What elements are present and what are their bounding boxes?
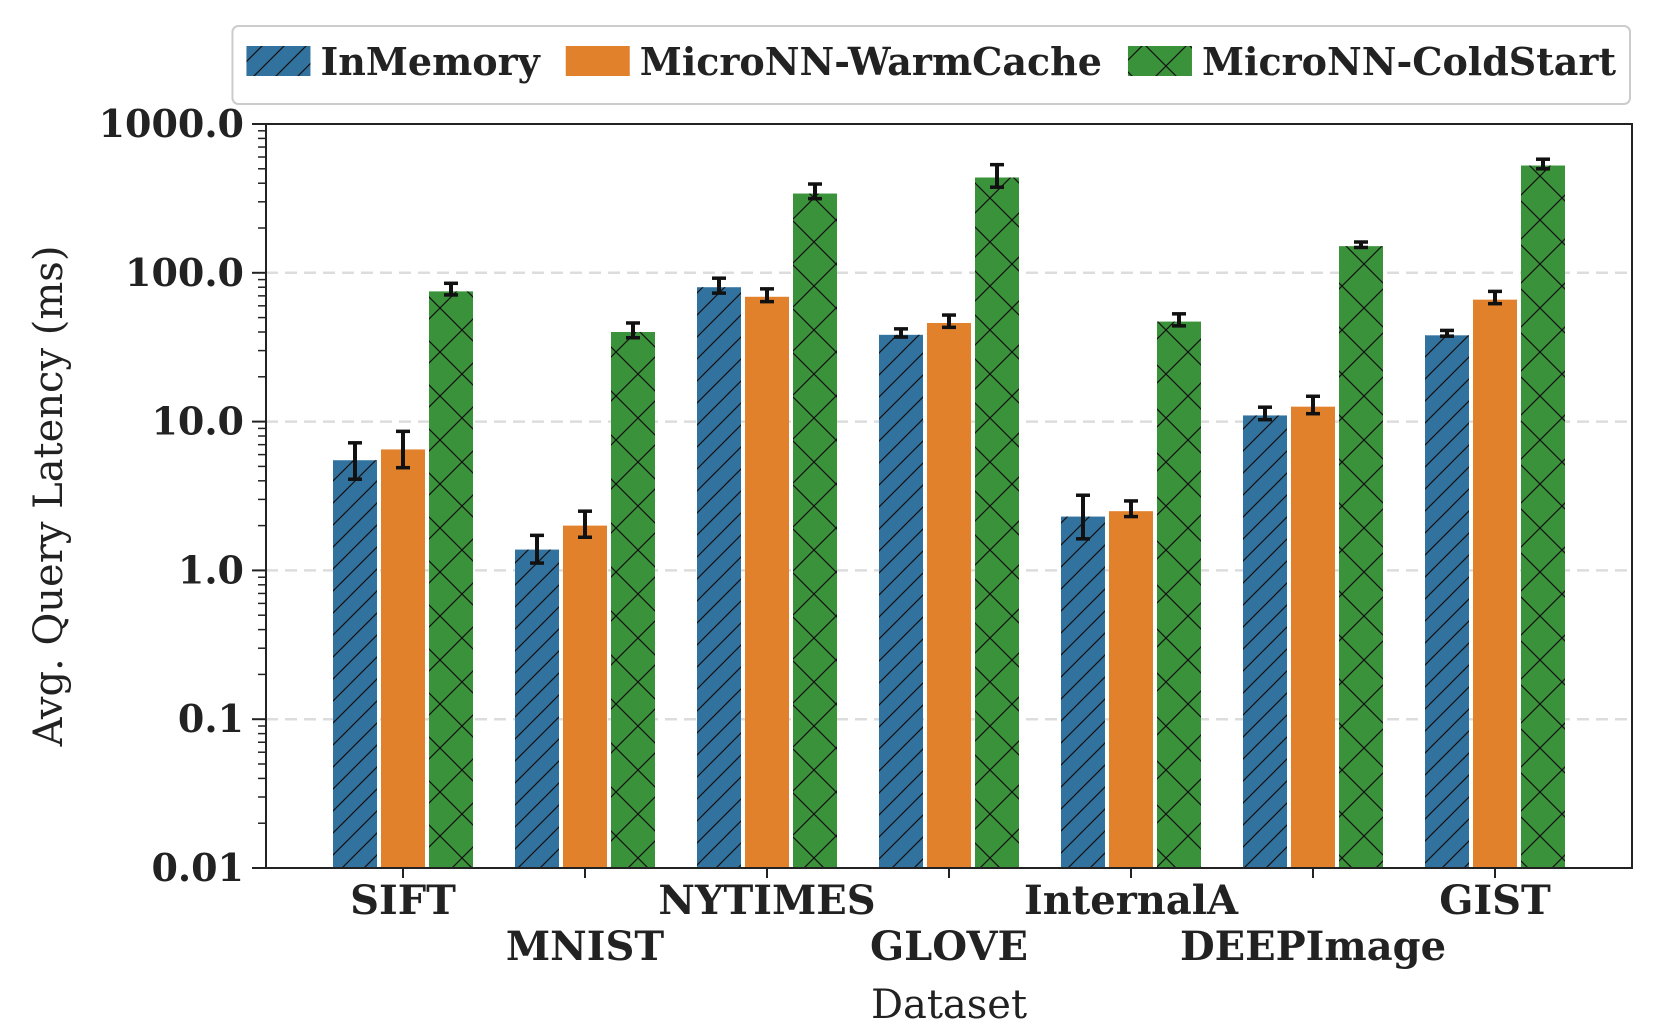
bar-hatch (1339, 246, 1383, 869)
x-tick-label: DEEPImage (1180, 923, 1446, 970)
bar-hatch (429, 291, 473, 868)
bars (333, 165, 1565, 869)
x-axis-label: Dataset (871, 982, 1027, 1028)
bar-hatch (697, 287, 741, 868)
bar-hatch (515, 549, 559, 868)
legend-frame (231, 25, 1631, 105)
bar-micronn-warmcache (563, 525, 607, 868)
y-tick-label: 0.01 (151, 845, 244, 890)
y-tick-label: 100.0 (125, 250, 244, 295)
bar-hatch (793, 193, 837, 869)
y-ticks: 0.01 0.1 1.0 10.0 100.0 1000.0 (99, 101, 266, 890)
x-ticks: SIFT MNISTNYTIMESGLOVEInternalADEEPImageG… (350, 868, 1551, 970)
legend-label: MicroNN-ColdStart (1202, 39, 1616, 84)
bar-micronn-warmcache (1109, 511, 1153, 868)
legend-swatch-hatch (1127, 46, 1192, 76)
x-tick-label: GLOVE (870, 923, 1028, 970)
x-tick-label: NYTIMES (658, 877, 875, 924)
bar-hatch (1157, 321, 1201, 869)
legend: InMemory MicroNN-WarmCache MicroNN-ColdSta… (231, 25, 1631, 105)
legend-label: MicroNN-WarmCache (640, 39, 1102, 84)
error-bars (348, 157, 1550, 565)
y-tick-label: 1.0 (178, 547, 244, 592)
x-tick-label: GIST (1439, 877, 1551, 924)
bar-hatch (333, 460, 377, 868)
y-axis-label: Avg. Query Latency (ms) (26, 246, 72, 748)
y-tick-label: 1000.0 (99, 101, 244, 146)
bar-micronn-warmcache (1473, 299, 1517, 868)
bar-hatch (1425, 335, 1469, 868)
bar-hatch (611, 332, 655, 869)
bar-micronn-warmcache (381, 449, 425, 868)
bar-micronn-warmcache (927, 322, 971, 868)
bar-hatch (879, 334, 923, 868)
legend-swatch (565, 46, 630, 76)
bar-hatch (1521, 165, 1565, 868)
bar-micronn-warmcache (745, 296, 789, 868)
legend-label: InMemory (320, 39, 540, 84)
x-tick-label: SIFT (350, 877, 456, 924)
bar-hatch (1243, 415, 1287, 868)
y-tick-label: 0.1 (178, 696, 244, 741)
legend-swatch-hatch (246, 46, 311, 76)
x-tick-label: MNIST (506, 923, 664, 970)
y-tick-label: 10.0 (151, 399, 244, 444)
x-tick-label: InternalA (1024, 877, 1239, 924)
bar-micronn-warmcache (1291, 406, 1335, 868)
bar-hatch (975, 177, 1019, 869)
bar-hatch (1061, 516, 1105, 868)
